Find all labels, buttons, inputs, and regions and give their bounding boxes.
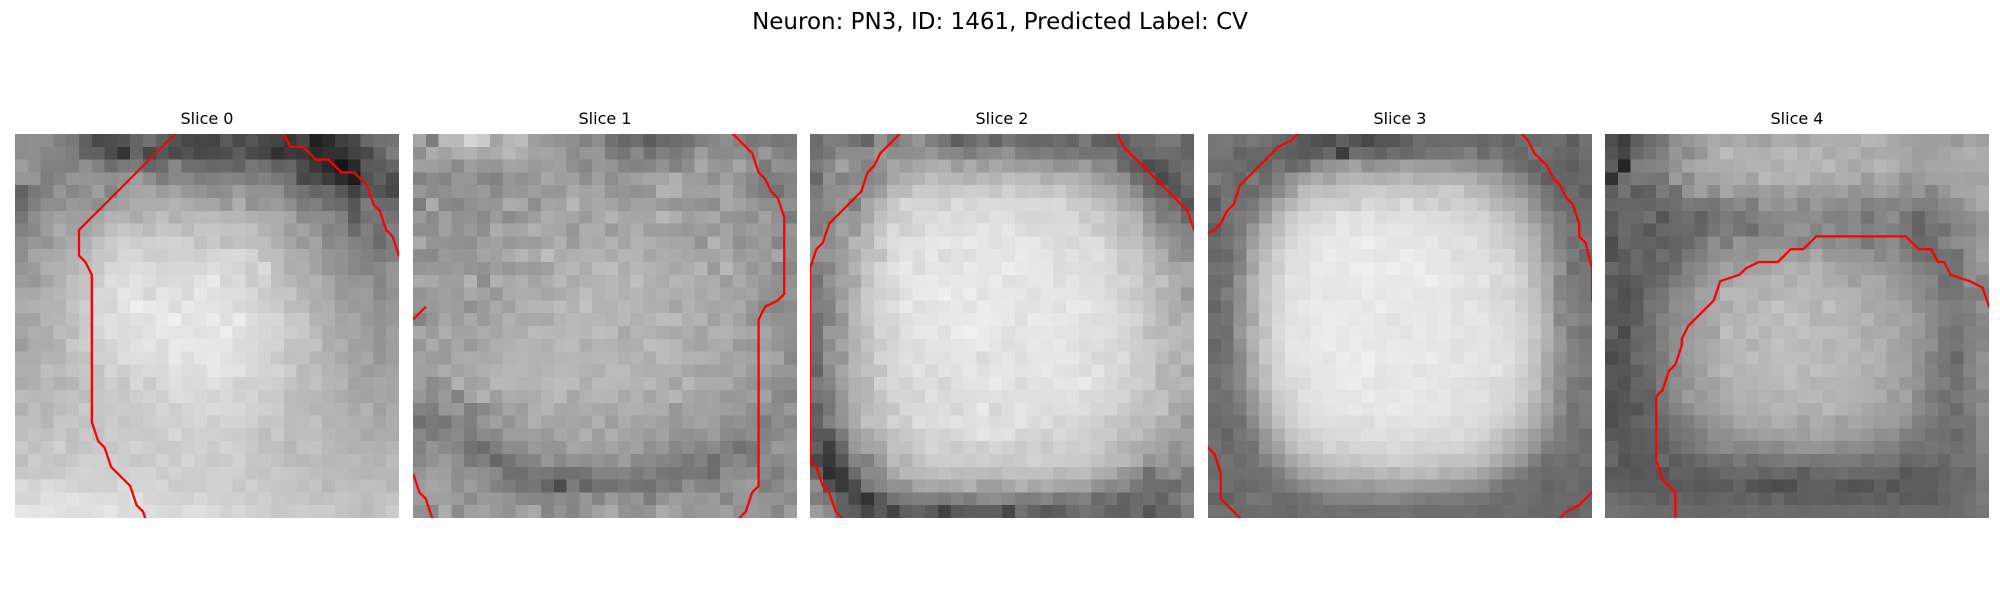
contour-line [79, 134, 258, 518]
contour-line [245, 134, 399, 518]
contour-line [1522, 134, 1592, 313]
slice-image-3 [1208, 134, 1592, 518]
contour-line [1656, 236, 1989, 518]
slice-title-2: Slice 2 [975, 109, 1029, 128]
slice-title-3: Slice 3 [1373, 109, 1427, 128]
slice-image-4 [1605, 134, 1989, 518]
pixel-grid [1208, 134, 1592, 518]
pixel-grid [810, 134, 1194, 518]
slice-title-0: Slice 0 [180, 109, 234, 128]
pixel-grid [413, 134, 797, 518]
slice-image-1 [413, 134, 797, 518]
pixel-grid [1605, 134, 1989, 518]
slice-image-2 [810, 134, 1194, 518]
slice-title-1: Slice 1 [578, 109, 632, 128]
pixel-grid [15, 134, 399, 518]
contour-line [413, 307, 426, 320]
slice-image-0 [15, 134, 399, 518]
figure-title: Neuron: PN3, ID: 1461, Predicted Label: … [752, 9, 1248, 35]
contour-line [1208, 134, 1336, 518]
contour-line [413, 134, 784, 518]
contour-line [1117, 134, 1194, 243]
slice-title-4: Slice 4 [1770, 109, 1824, 128]
contour-line [810, 134, 900, 518]
